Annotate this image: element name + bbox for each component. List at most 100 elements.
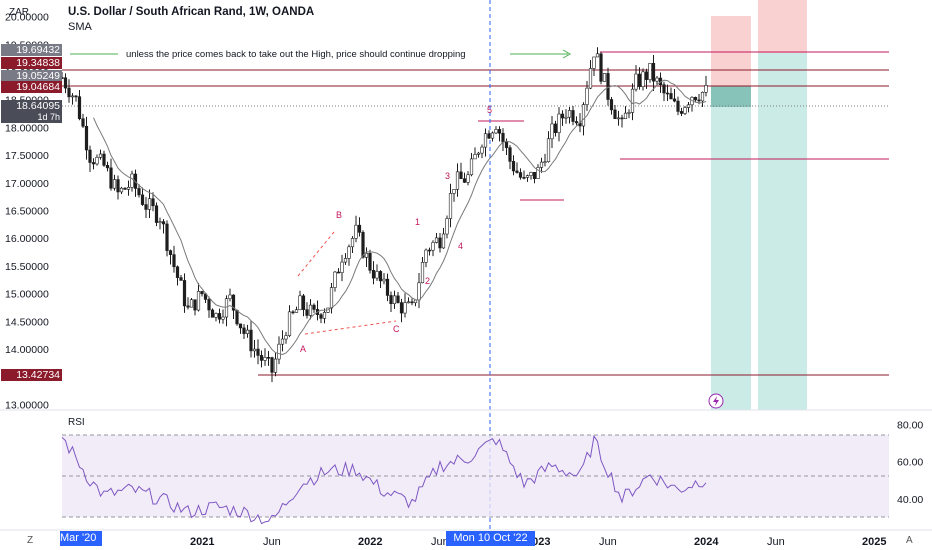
candle-body[interactable] xyxy=(560,113,565,119)
candle-body[interactable] xyxy=(662,84,666,94)
candle-body[interactable] xyxy=(410,301,414,304)
candle-body[interactable] xyxy=(154,205,159,223)
candle-body[interactable] xyxy=(371,269,376,279)
candle-body[interactable] xyxy=(105,165,110,169)
candle-body[interactable] xyxy=(102,153,106,166)
candle-body[interactable] xyxy=(529,172,533,176)
candle-body[interactable] xyxy=(609,99,614,111)
candle-body[interactable] xyxy=(193,299,197,311)
candle-body[interactable] xyxy=(595,53,600,58)
candle-body[interactable] xyxy=(238,323,243,329)
wave-ab-line[interactable] xyxy=(297,231,335,277)
candle-body[interactable] xyxy=(592,56,596,69)
candle-body[interactable] xyxy=(546,138,551,163)
candle-body[interactable] xyxy=(231,294,236,311)
candle-body[interactable] xyxy=(364,252,369,258)
candle-body[interactable] xyxy=(564,116,568,119)
candle-body[interactable] xyxy=(501,132,505,143)
candle-body[interactable] xyxy=(700,92,705,102)
candle-body[interactable] xyxy=(109,167,113,189)
candle-body[interactable] xyxy=(637,73,642,87)
candle-body[interactable] xyxy=(168,250,173,255)
candle-body[interactable] xyxy=(532,172,537,180)
candle-body[interactable] xyxy=(287,311,292,336)
candle-body[interactable] xyxy=(616,117,621,120)
candle-body[interactable] xyxy=(224,298,229,318)
candle-body[interactable] xyxy=(70,95,75,98)
candle-body[interactable] xyxy=(399,302,404,314)
candle-body[interactable] xyxy=(186,305,190,308)
candle-body[interactable] xyxy=(469,158,474,176)
candle-body[interactable] xyxy=(431,242,435,251)
candle-body[interactable] xyxy=(704,85,708,93)
candle-body[interactable] xyxy=(63,77,68,89)
candle-body[interactable] xyxy=(648,63,652,80)
zoom-button[interactable]: Z xyxy=(27,535,34,546)
candle-body[interactable] xyxy=(676,100,680,112)
candle-body[interactable] xyxy=(613,109,617,120)
candle-body[interactable] xyxy=(455,171,460,190)
candlestick-series[interactable] xyxy=(60,47,708,383)
candle-body[interactable] xyxy=(172,254,176,268)
candle-body[interactable] xyxy=(266,357,271,359)
candle-body[interactable] xyxy=(263,357,267,361)
candle-body[interactable] xyxy=(182,280,187,307)
candle-body[interactable] xyxy=(406,301,411,304)
sma-line[interactable] xyxy=(93,79,707,356)
candle-body[interactable] xyxy=(158,221,162,223)
candle-body[interactable] xyxy=(413,299,418,304)
candle-body[interactable] xyxy=(294,309,299,313)
candle-body[interactable] xyxy=(473,154,477,160)
candle-body[interactable] xyxy=(574,121,579,124)
candle-body[interactable] xyxy=(539,161,544,168)
candle-body[interactable] xyxy=(98,153,103,158)
candle-body[interactable] xyxy=(508,147,512,162)
candle-body[interactable] xyxy=(441,233,446,249)
candle-body[interactable] xyxy=(571,110,575,122)
candle-body[interactable] xyxy=(686,104,691,108)
candle-body[interactable] xyxy=(494,129,498,134)
candle-body[interactable] xyxy=(599,53,603,82)
candle-body[interactable] xyxy=(630,88,635,113)
lightning-icon[interactable] xyxy=(708,393,724,409)
candle-body[interactable] xyxy=(196,291,201,311)
candle-body[interactable] xyxy=(235,309,239,325)
candle-body[interactable] xyxy=(165,223,169,251)
candle-body[interactable] xyxy=(581,104,586,127)
candle-body[interactable] xyxy=(336,271,341,274)
candle-body[interactable] xyxy=(679,111,684,114)
candle-body[interactable] xyxy=(249,329,253,352)
candle-body[interactable] xyxy=(91,162,96,165)
candle-body[interactable] xyxy=(389,295,393,305)
short-position-stop-box-2[interactable] xyxy=(758,0,807,53)
candle-body[interactable] xyxy=(392,295,397,305)
candle-body[interactable] xyxy=(200,291,204,295)
candle-body[interactable] xyxy=(669,93,673,100)
indicator-label[interactable]: SMA xyxy=(68,21,92,33)
candle-body[interactable] xyxy=(627,112,631,114)
candle-body[interactable] xyxy=(518,172,523,178)
candle-body[interactable] xyxy=(259,355,264,361)
candle-body[interactable] xyxy=(567,110,572,118)
candle-body[interactable] xyxy=(161,221,166,225)
candle-body[interactable] xyxy=(382,278,386,282)
candle-body[interactable] xyxy=(644,71,649,80)
candle-body[interactable] xyxy=(375,271,379,279)
candle-body[interactable] xyxy=(452,188,456,194)
candle-body[interactable] xyxy=(672,98,677,102)
wave-ac-line[interactable] xyxy=(304,320,397,335)
candle-body[interactable] xyxy=(497,129,502,134)
candle-body[interactable] xyxy=(588,68,593,89)
time-axis[interactable]: 2021 Jun 2022 Jun 2023 Jun 2024 Jun 2025 xyxy=(190,536,886,548)
candle-body[interactable] xyxy=(438,237,442,249)
candle-body[interactable] xyxy=(270,357,274,373)
annotation-text[interactable]: unless the price comes back to take out … xyxy=(126,49,466,60)
candle-body[interactable] xyxy=(112,179,117,189)
candle-body[interactable] xyxy=(301,295,306,310)
candle-body[interactable] xyxy=(343,258,348,263)
candle-body[interactable] xyxy=(74,95,78,98)
candle-body[interactable] xyxy=(333,271,337,288)
candle-body[interactable] xyxy=(693,96,698,101)
candle-body[interactable] xyxy=(347,246,351,259)
